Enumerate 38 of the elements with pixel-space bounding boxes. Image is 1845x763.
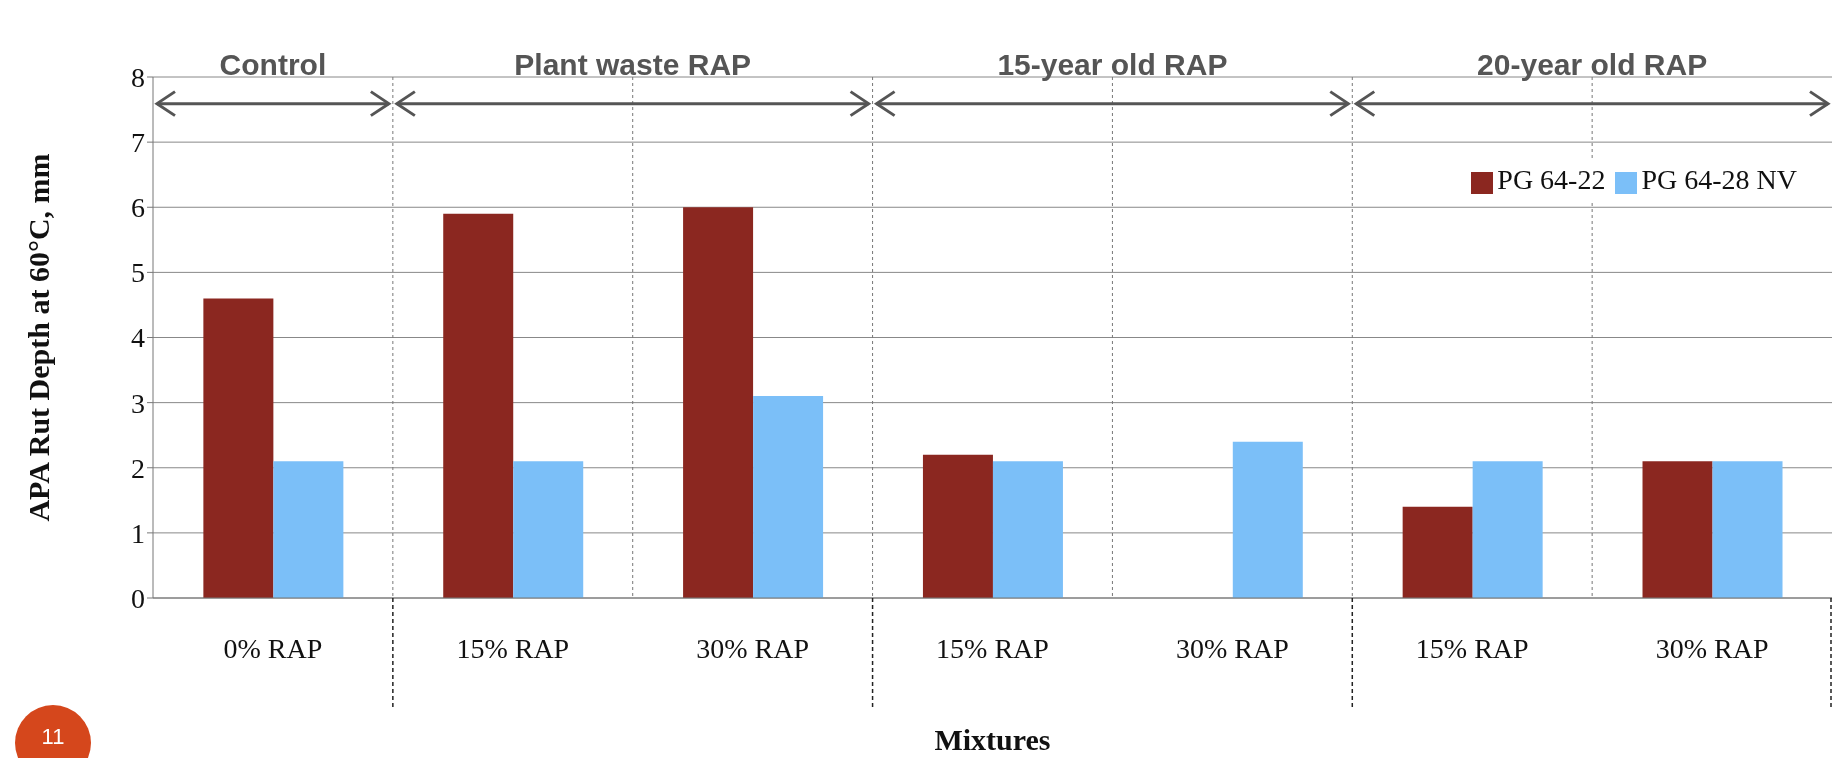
- text: 11: [41, 723, 65, 749]
- x-tick-label: 15% RAP: [456, 632, 570, 664]
- bar: [922, 454, 993, 598]
- bar: [1232, 441, 1303, 598]
- annotation: 15-year old RAP: [997, 48, 1228, 82]
- y-tick-label: 2: [131, 452, 145, 484]
- y-tick-label: 4: [131, 322, 145, 354]
- y-tick-label: 6: [131, 192, 145, 224]
- bar: [443, 213, 514, 598]
- bar: [1472, 461, 1543, 598]
- y-axis-title: APA Rut Depth at 60°C, mm: [21, 153, 55, 522]
- annotation: Control: [219, 48, 327, 82]
- bar: [513, 461, 584, 598]
- bar: [1712, 461, 1783, 598]
- x-tick-label: 30% RAP: [1175, 632, 1289, 664]
- x-tick-label: 15% RAP: [1415, 632, 1529, 664]
- y-tick-label: 7: [131, 127, 145, 159]
- y-tick-label: 5: [131, 257, 145, 289]
- x-axis-title: Mixtures: [934, 723, 1051, 756]
- bar: [683, 207, 754, 598]
- y-tick-label: 3: [131, 387, 145, 419]
- annotation: Plant waste RAP: [514, 48, 752, 82]
- x-tick-label: 15% RAP: [936, 632, 1049, 664]
- bar: [753, 396, 824, 598]
- bar: [1642, 461, 1713, 598]
- bar: [203, 298, 274, 598]
- x-tick-label: 0% RAP: [223, 632, 323, 664]
- y-tick-label: 1: [131, 517, 145, 549]
- bar: [992, 461, 1063, 598]
- annotation: 20-year old RAP: [1477, 48, 1708, 82]
- legend-label: PG 64-28 NV: [1641, 164, 1797, 195]
- bar: [1402, 506, 1473, 598]
- x-tick-label: 30% RAP: [696, 632, 810, 664]
- bar: [273, 461, 344, 598]
- y-tick-label: 8: [131, 61, 145, 93]
- y-tick-label: 0: [131, 582, 145, 614]
- legend-label: PG 64-22: [1497, 164, 1606, 195]
- x-tick-label: 30% RAP: [1655, 632, 1769, 664]
